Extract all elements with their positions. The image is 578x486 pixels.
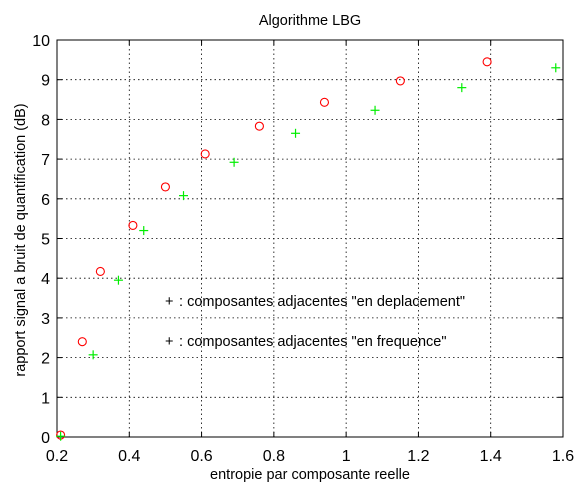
- grid-lines: [57, 40, 563, 437]
- data-markers: [56, 57, 561, 441]
- y-tick-label: 5: [41, 232, 50, 249]
- y-tick-label: 10: [32, 33, 50, 50]
- x-tick-label: 0.6: [190, 448, 212, 465]
- x-axis-label: entropie par composante reelle: [210, 467, 410, 483]
- x-tick-label: 0.4: [118, 448, 140, 465]
- x-tick-label: 0.8: [263, 448, 285, 465]
- x-tick-label: 1.2: [407, 448, 429, 465]
- data-point-circle: [128, 220, 138, 230]
- data-point-circle: [395, 76, 405, 86]
- data-point-plus: [88, 350, 98, 360]
- data-point-plus: [179, 191, 188, 201]
- data-point-plus: [551, 63, 561, 73]
- x-tick-label: 0.2: [46, 448, 68, 465]
- annotation-marker: +: [165, 294, 173, 310]
- data-point-plus: [370, 105, 380, 115]
- y-tick-label: 4: [41, 271, 50, 288]
- y-axis-label: rapport signal a bruit de quantification…: [13, 103, 29, 376]
- annotation-text: : composantes adjacentes "en deplacement…: [175, 294, 465, 310]
- data-point-plus: [457, 83, 467, 93]
- data-point-circle: [319, 97, 330, 107]
- annotation-frequency: + : composantes adjacentes "en frequence…: [165, 334, 446, 350]
- data-point-plus: [291, 128, 301, 138]
- data-point-circle: [482, 57, 492, 67]
- y-tick-label: 7: [41, 152, 50, 169]
- y-tick-label: 0: [41, 430, 50, 447]
- chart-title: Algorithme LBG: [259, 13, 361, 29]
- data-point-circle: [160, 182, 170, 192]
- data-point-circle: [200, 149, 210, 159]
- axis-ticks: [56, 39, 564, 438]
- y-tick-label: 3: [41, 311, 50, 328]
- x-tick-label: 1: [342, 448, 351, 465]
- data-point-circle: [95, 266, 105, 277]
- data-point-plus: [139, 226, 149, 236]
- data-point-circle: [77, 337, 87, 347]
- data-point-plus: [113, 275, 123, 285]
- x-tick-label: 1.6: [552, 448, 574, 465]
- y-tick-label: 9: [41, 73, 50, 90]
- y-tick-label: 6: [41, 192, 50, 209]
- annotation-marker: +: [165, 334, 173, 350]
- data-point-plus: [229, 157, 239, 167]
- y-tick-label: 2: [41, 351, 50, 368]
- tick-labels: 0.2 0.4 0.6 0.8 1 1.2 1.4 1.6 0 1 2 3 4 5 6 7 8 9 10: [32, 33, 574, 465]
- annotation-text: : composantes adjacentes "en frequence": [175, 334, 446, 350]
- x-tick-label: 1.4: [480, 448, 502, 465]
- y-tick-label: 8: [41, 112, 50, 129]
- y-tick-label: 1: [41, 390, 50, 407]
- data-point-plus: [56, 431, 66, 441]
- annotation-displacement: + : composantes adjacentes "en deplaceme…: [165, 294, 465, 310]
- data-point-circle: [254, 121, 264, 131]
